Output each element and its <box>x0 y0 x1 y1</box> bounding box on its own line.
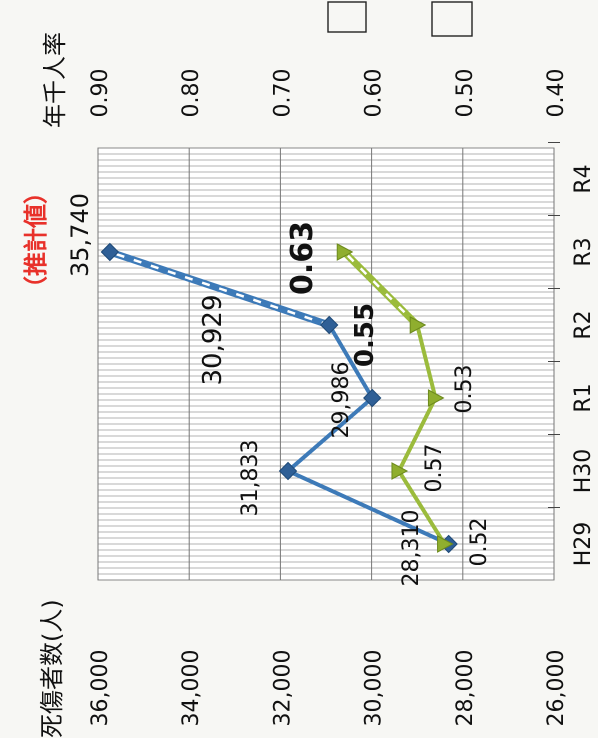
series-line-2-estimate <box>341 249 420 328</box>
category-tick-label: R3 <box>571 237 596 266</box>
legend-box-1 <box>327 1 367 33</box>
right-axis-title: 年千人率 <box>41 32 69 128</box>
series-2-data-label: 0.53 <box>452 365 477 414</box>
series-line-1 <box>284 323 450 546</box>
grid-lines <box>97 148 555 580</box>
series-2-data-label: 0.63 <box>285 221 320 295</box>
left-axis-ticks: 36,000 34,000 32,000 30,000 28,000 26,000 <box>88 650 569 727</box>
series-2-data-label: 0.55 <box>350 303 380 367</box>
left-axis-title: 死傷者数(人) <box>38 599 66 738</box>
left-tick-label: 28,000 <box>453 650 478 727</box>
series-1-point <box>100 242 120 262</box>
series-1-data-label: 28,310 <box>399 510 424 587</box>
series-layer <box>100 242 458 554</box>
left-tick-label: 34,000 <box>179 650 204 727</box>
series-2-data-label: 0.57 <box>422 444 447 493</box>
left-tick-label: 36,000 <box>88 650 113 727</box>
series-1-data-label: 29,986 <box>329 362 354 439</box>
right-tick-label: 0.80 <box>179 69 204 118</box>
category-tick-label: H29 <box>571 522 596 567</box>
category-tick-label: R1 <box>571 383 596 412</box>
data-labels: 28,310 31,833 29,986 30,929 35,740 0.52 0.57 0.… <box>66 193 492 586</box>
category-axis-ticks: H29 H30 R1 R2 R3 R4 <box>548 142 596 567</box>
series-line-1-estimate-dash <box>109 250 330 327</box>
series-2-point <box>409 316 427 334</box>
series-2-data-label: 0.52 <box>467 518 492 567</box>
legend-box-2 <box>431 1 473 37</box>
category-tick-label: H30 <box>571 449 596 494</box>
series-2-point <box>391 462 409 480</box>
series-line-2 <box>396 324 447 546</box>
series-1-point <box>363 388 382 408</box>
series-1-point <box>320 315 339 335</box>
series-1-data-label: 31,833 <box>238 440 263 517</box>
series-1-data-label: 30,929 <box>198 295 228 386</box>
left-tick-label: 30,000 <box>362 650 387 727</box>
plot-area <box>97 147 555 581</box>
category-tick-label: R2 <box>571 310 596 339</box>
right-tick-label: 0.50 <box>453 69 478 118</box>
series-2-point <box>427 389 445 407</box>
left-tick-label: 26,000 <box>544 650 569 727</box>
estimate-note: （推計値） <box>22 180 50 300</box>
right-tick-label: 0.70 <box>270 69 295 118</box>
right-tick-label: 0.90 <box>88 69 113 118</box>
series-2-point <box>336 243 354 261</box>
right-tick-label: 0.60 <box>362 69 387 118</box>
left-tick-label: 32,000 <box>270 650 295 727</box>
category-tick-label: R4 <box>571 164 596 193</box>
series-1-data-label: 35,740 <box>66 193 94 277</box>
series-2-point <box>437 535 454 553</box>
series-1-point <box>278 461 298 481</box>
right-tick-label: 0.40 <box>544 69 569 118</box>
right-axis-ticks: 0.90 0.80 0.70 0.60 0.50 0.40 <box>88 69 569 118</box>
